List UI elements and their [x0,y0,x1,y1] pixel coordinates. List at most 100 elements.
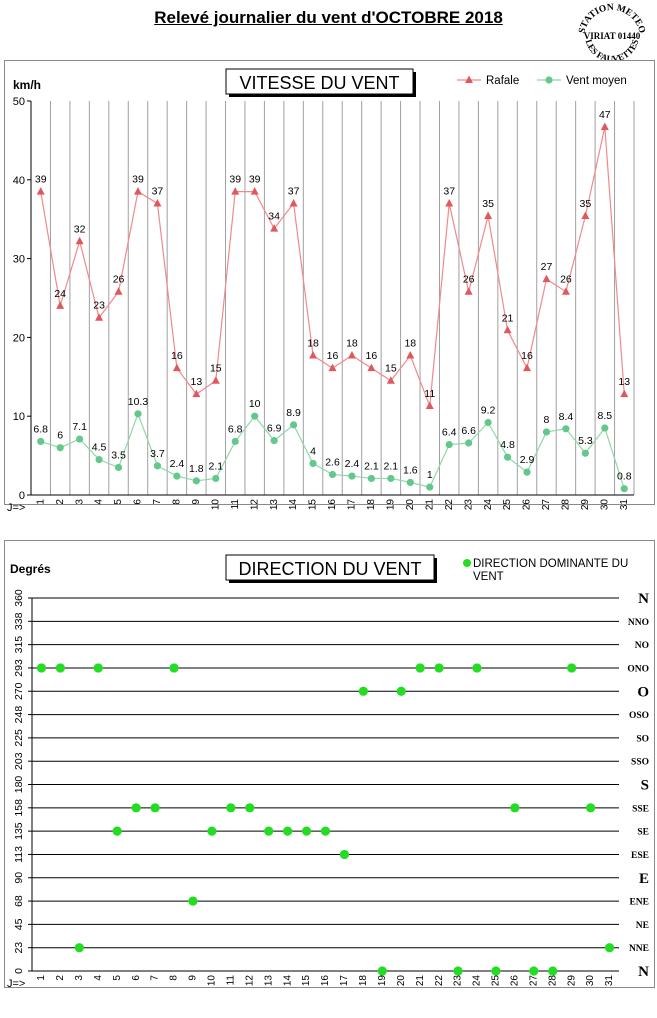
rafale-point [211,376,220,384]
x-tick-label: 10 [207,975,218,987]
x-tick-label: 21 [424,499,435,511]
rafale-point [75,236,84,245]
rafale-data-label: 11 [424,388,435,400]
rafale-point [172,363,181,372]
direction-point [320,826,331,836]
rafale-data-label: 16 [171,350,183,362]
vent-moyen-point [192,477,200,485]
compass-label: N [638,964,649,980]
vent-moyen-data-label: 10 [249,398,261,410]
x-tick-label: 2 [55,975,66,981]
vent-moyen-data-label: 2.4 [345,458,360,470]
x-tick-label: 11 [225,975,236,986]
direction-point [169,663,179,673]
x-tick-label: 9 [191,499,202,505]
y-tick-label: 0 [13,968,25,974]
x-tick-label: 28 [547,975,558,987]
vent-moyen-data-label: 2.1 [364,460,379,472]
rafale-point [56,301,65,309]
y-tick-label: 338 [13,612,25,630]
compass-label: N [638,591,649,607]
x-tick-label: 13 [263,975,274,987]
vent-moyen-point [601,424,609,432]
vent-moyen-data-label: 2.1 [208,460,223,472]
vent-moyen-data-label: 8.5 [598,410,613,422]
direction-point [226,803,236,813]
compass-label: NNE [629,944,649,954]
direction-point [604,943,615,953]
vent-moyen-point [76,435,84,443]
stamp-top-text: STATION METEO [577,3,646,35]
x-tick-label: 18 [366,499,377,511]
chart-title-shadow [229,580,437,583]
vent-moyen-point [95,455,103,464]
rafale-data-label: 34 [268,211,280,223]
vent-moyen-point [309,459,317,468]
legend-label-rafale: Rafale [486,75,519,87]
direction-point [510,803,520,813]
x-tick-label: 7 [152,499,163,505]
vent-moyen-point [173,472,181,480]
chart-title: VITESSE DU VENT [239,73,399,93]
x-tick-label: 12 [244,975,255,987]
vent-moyen-point [581,449,589,457]
vent-moyen-data-label: 2.6 [325,457,340,469]
rafale-data-label: 39 [132,174,144,186]
compass-label: SSO [631,758,649,768]
chart-title-box [225,554,435,581]
rafale-point [347,351,356,359]
compass-label: SO [636,734,649,744]
vent-moyen-point [212,474,220,483]
rafale-data-label: 26 [113,274,125,286]
x-tick-label: 2 [55,499,66,505]
x-tick-label: 28 [561,499,572,511]
rafale-data-label: 32 [74,223,86,235]
rafale-point [503,325,512,334]
x-tick-label: 10 [210,499,221,511]
x-tick-label: 8 [172,499,183,505]
vent-moyen-point [328,470,337,479]
vent-moyen-data-label: 4.8 [500,439,515,451]
y-tick-label: 90 [13,872,25,884]
vent-moyen-data-label: 4.5 [92,442,107,454]
x-tick-label: 12 [249,499,260,511]
x-tick-label: 4 [93,975,104,981]
vent-moyen-data-label: 1.8 [189,463,204,475]
x-tick-label: 31 [604,975,615,987]
y-tick-label: 45 [13,918,25,930]
direction-point [377,966,387,976]
x-tick-label: 17 [339,975,350,987]
rafale-point [542,274,551,283]
rafale-data-label: 39 [35,174,47,186]
vent-moyen-data-label: 8.4 [559,411,574,423]
direction-point [472,663,482,673]
vent-moyen-point [134,410,142,418]
x-tick-label: 24 [472,975,483,987]
vent-moyen-point [153,462,162,470]
legend-label-vent-moyen: Vent moyen [566,75,627,87]
chart-title: DIRECTION DU VENT [238,559,421,579]
x-tick-label: 30 [599,499,610,511]
compass-label: NNO [628,618,649,628]
rafale-point [36,187,45,195]
vent-moyen-point [562,425,570,433]
vent-moyen-point [503,453,512,461]
direction-point [567,663,577,673]
vent-moyen-data-label: 6 [57,430,63,442]
compass-label: ONO [627,664,649,674]
vent-moyen-point [348,472,356,480]
x-tick-label: 11 [230,499,241,510]
svg-text:STATION METEO: STATION METEO [577,3,646,35]
x-tick-label: 27 [541,499,552,511]
vent-moyen-point [289,421,298,429]
vent-moyen-data-label: 2.9 [520,454,535,466]
x-tick-label: 22 [444,499,455,511]
rafale-point [153,198,162,207]
direction-point [131,803,141,813]
vent-moyen-data-label: 1.6 [403,464,418,476]
y-tick-label: 135 [13,822,25,840]
rafale-data-label: 13 [618,376,630,388]
legend-label-direction-cont: VENT [473,571,504,583]
x-tick-label: 30 [585,975,596,987]
y-tick-label: 20 [13,332,25,344]
